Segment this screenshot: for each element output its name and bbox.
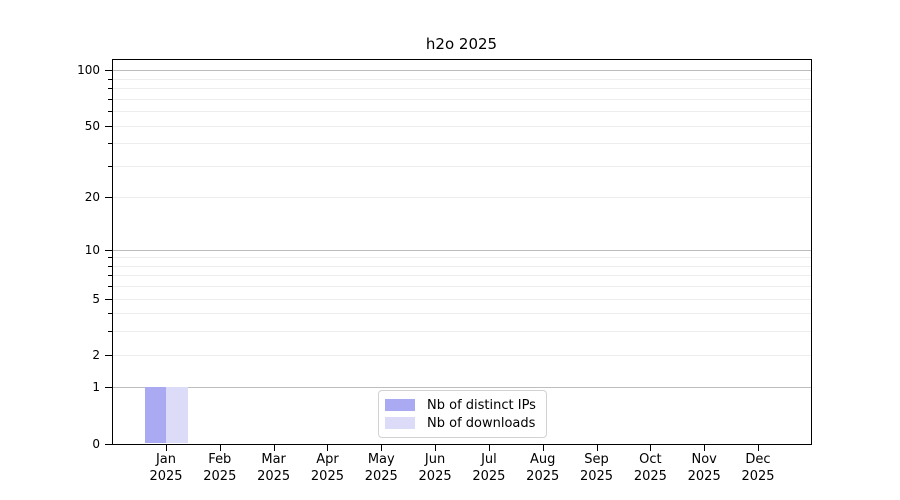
y-tick-label: 100 (77, 63, 100, 78)
y-axis-tick (105, 197, 112, 199)
x-axis-tick (219, 444, 221, 451)
y-tick-label: 5 (92, 291, 100, 306)
gridline-minor (112, 125, 811, 127)
x-axis-tick (381, 444, 383, 451)
y-axis-tick (105, 249, 112, 251)
y-axis-tick (105, 387, 112, 389)
x-axis-tick (596, 444, 598, 451)
gridline-minor (112, 98, 811, 100)
x-axis-tick (327, 444, 329, 451)
legend-label: Nb of downloads (427, 415, 536, 431)
y-axis-minor-tick (108, 275, 112, 277)
y-axis-minor-tick (108, 257, 112, 259)
y-axis-tick (105, 298, 112, 300)
gridline-minor (112, 298, 811, 300)
x-axis-tick (542, 444, 544, 451)
y-axis-minor-tick (108, 98, 112, 100)
y-axis-minor-tick (108, 165, 112, 167)
gridline-major (112, 387, 811, 389)
bar-distinct-ips (144, 387, 166, 444)
gridline-minor (112, 111, 811, 113)
gridline-minor (112, 88, 811, 90)
y-tick-label: 2 (92, 347, 100, 362)
y-axis-minor-tick (108, 88, 112, 90)
y-axis-minor-tick (108, 313, 112, 315)
x-axis-tick (273, 444, 275, 451)
y-axis-minor-tick (108, 143, 112, 145)
y-tick-label: 10 (84, 242, 100, 257)
gridline-minor (112, 354, 811, 356)
gridline-minor (112, 331, 811, 333)
gridline-major (112, 249, 811, 251)
x-tick-label: Sep 2025 (579, 452, 614, 484)
y-axis-minor-tick (108, 78, 112, 80)
gridline-minor (112, 197, 811, 199)
gridline-minor (112, 165, 811, 167)
y-axis-minor-tick (108, 111, 112, 113)
x-tick-label: Dec 2025 (741, 452, 775, 484)
legend-label: Nb of distinct IPs (427, 397, 536, 413)
legend-item: Nb of distinct IPs (385, 396, 536, 414)
x-axis-tick (435, 444, 437, 451)
gridline-minor (112, 275, 811, 277)
x-tick-label: Jul 2025 (472, 452, 506, 484)
y-tick-label: 50 (84, 118, 100, 133)
x-tick-label: Apr 2025 (310, 452, 344, 484)
x-tick-label: Jan 2025 (149, 452, 183, 484)
x-axis-tick (650, 444, 652, 451)
x-axis-tick (488, 444, 490, 451)
legend-swatch (385, 417, 415, 429)
gridline-minor (112, 313, 811, 315)
legend: Nb of distinct IPs Nb of downloads (378, 390, 547, 438)
x-tick-label: Jun 2025 (418, 452, 452, 484)
gridline-minor (112, 257, 811, 259)
bar-downloads (166, 387, 188, 444)
gridline-minor (112, 286, 811, 288)
y-tick-label: 1 (92, 380, 100, 395)
x-tick-label: May 2025 (364, 452, 398, 484)
plot-border (112, 59, 812, 445)
gridline-major (112, 70, 811, 72)
y-axis-minor-tick (108, 286, 112, 288)
x-tick-label: Feb 2025 (203, 452, 237, 484)
x-axis-tick (704, 444, 706, 451)
x-tick-label: Aug 2025 (526, 452, 560, 484)
y-axis-tick (105, 70, 112, 72)
y-axis-minor-tick (108, 265, 112, 267)
x-tick-label: Oct 2025 (633, 452, 667, 484)
gridline-minor (112, 265, 811, 267)
y-axis-tick (105, 125, 112, 127)
gridline-minor (112, 78, 811, 80)
x-tick-label: Mar 2025 (257, 452, 291, 484)
x-axis-tick (166, 444, 167, 451)
y-axis-minor-tick (108, 331, 112, 333)
legend-item: Nb of downloads (385, 414, 536, 432)
y-axis-tick (105, 354, 112, 356)
y-axis-tick (105, 443, 112, 445)
chart-title: h2o 2025 (425, 35, 498, 53)
y-tick-label: 0 (92, 436, 100, 451)
legend-swatch (385, 399, 415, 411)
y-tick-label: 20 (84, 190, 100, 205)
x-tick-label: Nov 2025 (687, 452, 721, 484)
gridline-minor (112, 143, 811, 145)
x-axis-tick (757, 444, 759, 451)
